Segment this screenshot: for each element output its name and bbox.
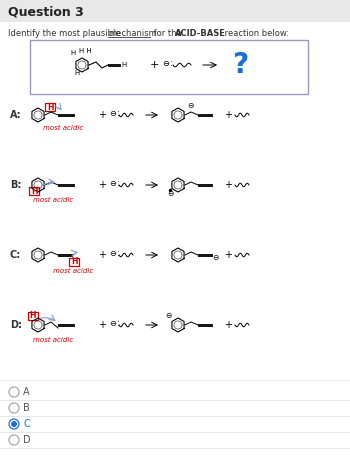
Text: ⊖: ⊖ bbox=[187, 101, 193, 111]
Text: ACID-BASE: ACID-BASE bbox=[175, 28, 226, 37]
FancyBboxPatch shape bbox=[29, 187, 39, 195]
Text: H: H bbox=[71, 257, 77, 267]
Text: :: : bbox=[117, 249, 119, 259]
Text: ⊖: ⊖ bbox=[110, 109, 117, 119]
Text: :: : bbox=[170, 59, 172, 69]
Text: +: + bbox=[98, 180, 106, 190]
Text: mechanism: mechanism bbox=[108, 28, 157, 37]
Text: D: D bbox=[23, 435, 31, 445]
Text: ⊖: ⊖ bbox=[162, 59, 169, 69]
Text: ?: ? bbox=[232, 51, 248, 79]
FancyBboxPatch shape bbox=[30, 40, 308, 94]
Text: ⊖: ⊖ bbox=[167, 189, 173, 198]
Text: for the: for the bbox=[151, 28, 184, 37]
Text: +: + bbox=[224, 110, 232, 120]
Text: D:: D: bbox=[10, 320, 22, 330]
Text: H: H bbox=[30, 311, 36, 320]
Text: most acidic: most acidic bbox=[33, 197, 73, 203]
Text: +: + bbox=[98, 250, 106, 260]
Text: Identify the most plausible: Identify the most plausible bbox=[8, 28, 123, 37]
Text: :: : bbox=[117, 179, 119, 189]
Text: +: + bbox=[224, 320, 232, 330]
FancyBboxPatch shape bbox=[0, 0, 350, 22]
Text: +: + bbox=[224, 250, 232, 260]
FancyBboxPatch shape bbox=[28, 311, 38, 320]
Text: +: + bbox=[224, 180, 232, 190]
Text: most acidic: most acidic bbox=[33, 337, 73, 343]
Text: +: + bbox=[98, 320, 106, 330]
Text: H: H bbox=[31, 186, 37, 196]
Text: ⊖: ⊖ bbox=[110, 249, 117, 259]
FancyBboxPatch shape bbox=[69, 258, 79, 266]
Text: +: + bbox=[149, 60, 159, 70]
Text: B:: B: bbox=[10, 180, 21, 190]
Text: :: : bbox=[117, 109, 119, 119]
Text: reaction below:: reaction below: bbox=[222, 28, 289, 37]
Text: C:: C: bbox=[10, 250, 21, 260]
Text: ⊖: ⊖ bbox=[110, 319, 117, 328]
Text: H: H bbox=[121, 62, 126, 68]
Text: H: H bbox=[47, 102, 53, 112]
Text: H: H bbox=[70, 50, 76, 56]
Text: H: H bbox=[74, 70, 80, 76]
Text: most acidic: most acidic bbox=[43, 125, 83, 131]
Text: +: + bbox=[98, 110, 106, 120]
Text: A: A bbox=[23, 387, 30, 397]
Text: ⊖: ⊖ bbox=[110, 179, 117, 189]
FancyBboxPatch shape bbox=[45, 103, 55, 111]
Text: :: : bbox=[117, 319, 119, 328]
Circle shape bbox=[11, 421, 17, 427]
Text: most acidic: most acidic bbox=[53, 268, 93, 274]
Text: Question 3: Question 3 bbox=[8, 6, 84, 19]
Text: H H: H H bbox=[79, 48, 91, 54]
Text: A:: A: bbox=[10, 110, 22, 120]
Text: B: B bbox=[23, 403, 30, 413]
Text: ⊖: ⊖ bbox=[165, 311, 171, 319]
Text: ⊖: ⊖ bbox=[212, 254, 218, 262]
Text: C: C bbox=[23, 419, 30, 429]
